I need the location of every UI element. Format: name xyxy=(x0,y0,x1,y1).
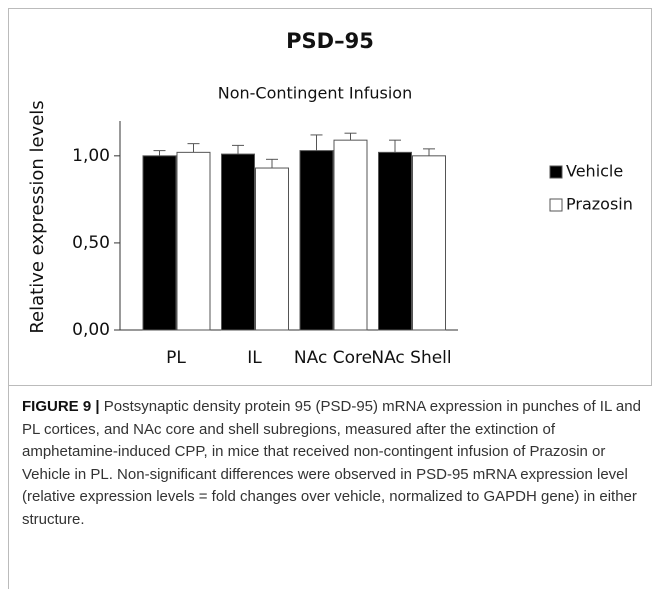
caption-text: Postsynaptic density protein 95 (PSD-95)… xyxy=(22,398,641,528)
legend-swatch xyxy=(549,165,563,179)
bar xyxy=(378,151,412,331)
legend-label: Prazosin xyxy=(566,195,633,214)
figure-frame xyxy=(8,8,652,589)
x-tick-label: NAc Shell xyxy=(371,348,451,368)
x-tick-label: IL xyxy=(247,348,262,368)
x-tick-label: NAc Core xyxy=(294,348,372,368)
x-tick-label: PL xyxy=(166,348,186,368)
caption-label: FIGURE 9 | xyxy=(22,398,100,415)
caption: FIGURE 9 | Postsynaptic density protein … xyxy=(22,396,644,531)
y-axis-label: Relative expression levels xyxy=(27,100,48,333)
chart-title: PSD–95 xyxy=(286,29,374,53)
bar xyxy=(142,155,177,331)
bar xyxy=(255,167,289,331)
legend-label: Vehicle xyxy=(566,162,623,181)
y-tick-label: 0,50 xyxy=(72,233,110,253)
bar xyxy=(333,139,368,331)
y-tick-label: 0,00 xyxy=(72,320,110,340)
bar xyxy=(176,151,211,331)
bar xyxy=(299,150,334,331)
bar xyxy=(412,155,446,331)
bar xyxy=(221,153,255,331)
y-tick-label: 1,00 xyxy=(72,146,110,166)
legend-swatch xyxy=(549,198,563,212)
chart-subtitle: Non-Contingent Infusion xyxy=(218,84,412,103)
